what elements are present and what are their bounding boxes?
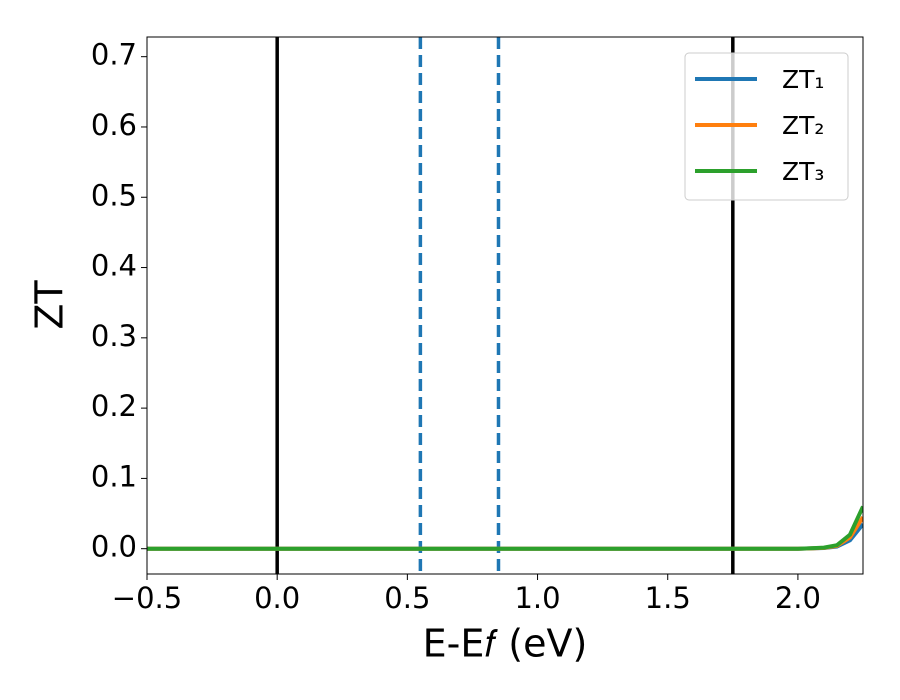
legend-label: ZT₃: [782, 157, 824, 186]
series-line: [147, 515, 863, 551]
y-tick-label: 0.4: [91, 249, 137, 283]
y-tick-label: 0.6: [91, 108, 137, 142]
y-tick-label: 0.7: [91, 38, 137, 72]
series-line: [147, 522, 863, 551]
x-tick-label: 1.5: [645, 581, 691, 615]
series-line: [147, 505, 863, 551]
y-axis-label: ZT: [28, 280, 72, 330]
x-tick-label: −0.5: [112, 581, 182, 615]
x-tick-label: 0.5: [384, 581, 430, 615]
x-tick-label: 2.0: [775, 581, 821, 615]
y-tick-label: 0.1: [91, 459, 137, 493]
y-tick-label: 0.5: [91, 178, 137, 212]
y-tick-label: 0.3: [91, 319, 137, 353]
legend-label: ZT₁: [782, 65, 824, 94]
plot-frame: [146, 36, 864, 575]
x-axis-label: E-E𝑓 (eV): [423, 622, 588, 666]
y-tick-label: 0.2: [91, 389, 137, 423]
legend-box: [684, 52, 849, 201]
x-tick-label: 1.0: [514, 581, 560, 615]
x-tick-label: 0.0: [254, 581, 300, 615]
y-tick-label: 0.0: [91, 530, 137, 564]
legend-label: ZT₂: [782, 111, 824, 140]
